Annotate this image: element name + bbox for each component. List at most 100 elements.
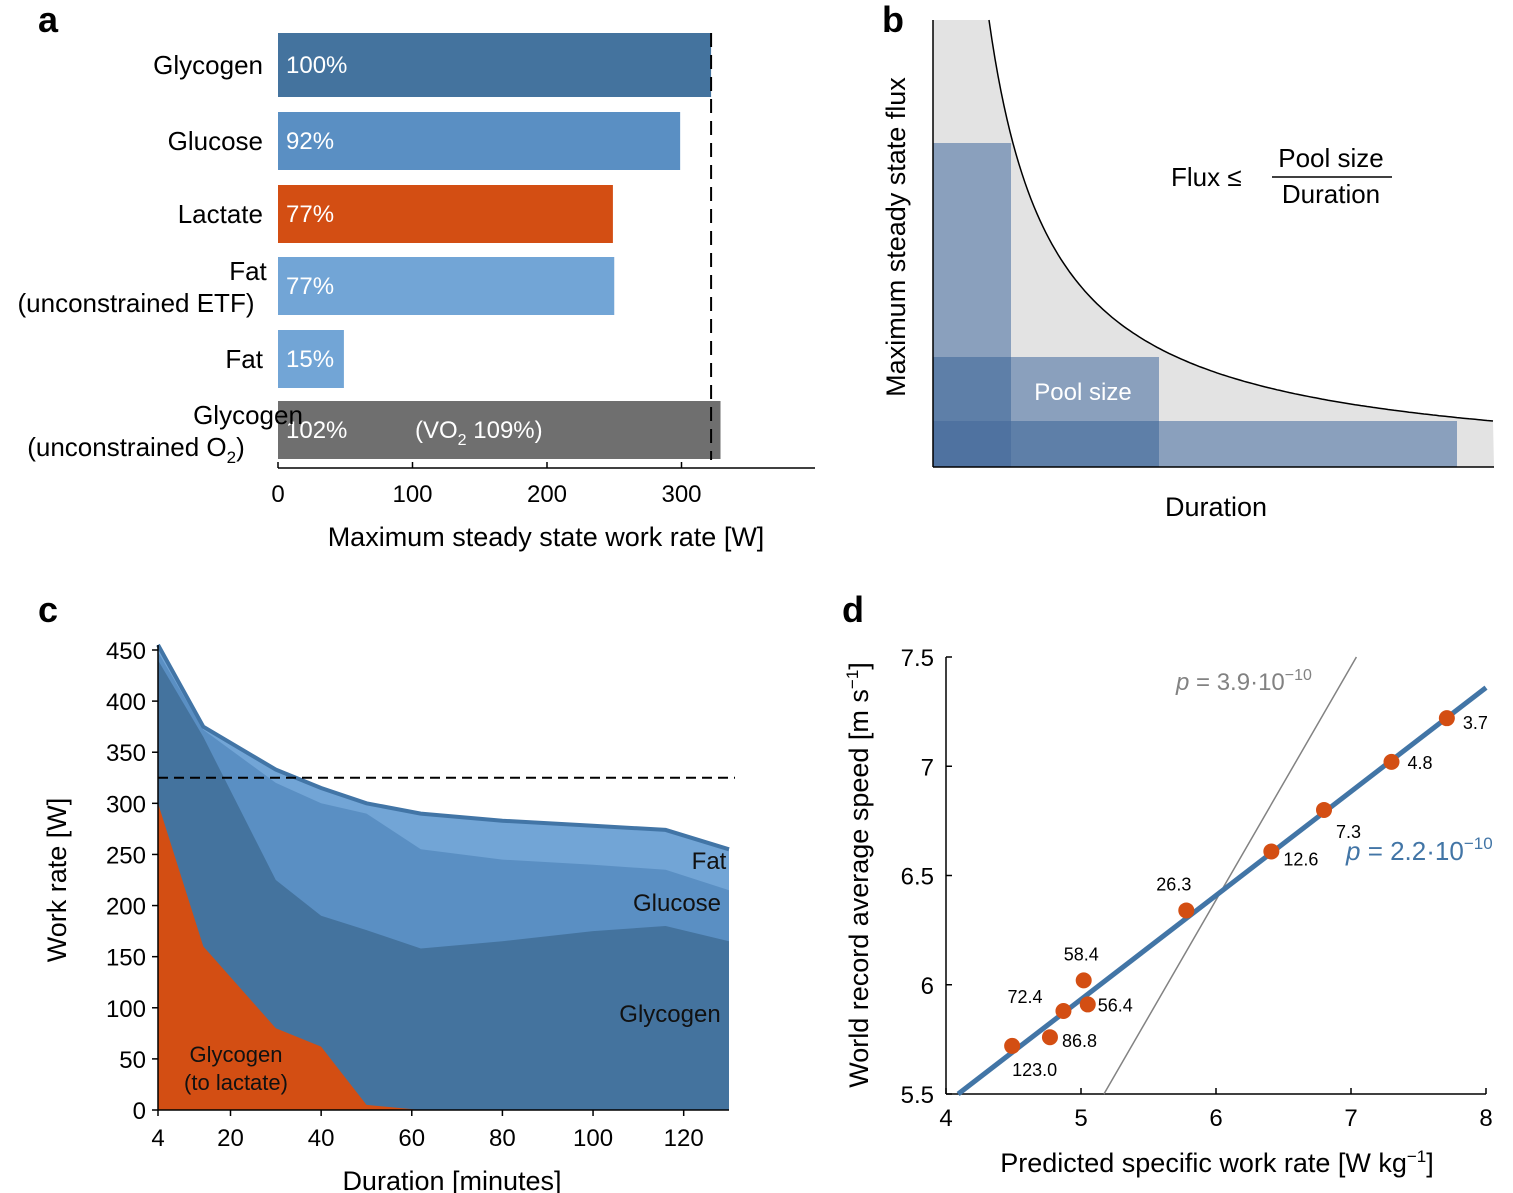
scatter-point-0 — [1004, 1037, 1021, 1054]
panel-d-lines — [956, 656, 1488, 1096]
panel-c-xtick-label-120: 120 — [664, 1125, 704, 1152]
scatter-point-label-9: 3.7 — [1463, 713, 1488, 733]
panel-a-xtick-label-200: 200 — [527, 481, 567, 508]
panel-a-xtick-label-300: 300 — [661, 481, 701, 508]
scatter-point-3 — [1075, 972, 1092, 989]
bar-3 — [278, 257, 615, 315]
panel-d-ytick-label-6.5: 6.5 — [901, 864, 934, 891]
panel-c-xtick-label-80: 80 — [489, 1125, 516, 1152]
scatter-point-label-2: 72.4 — [1007, 987, 1042, 1007]
panel-a-xlabel: Maximum steady state work rate [W] — [328, 522, 765, 552]
panel-c-ytick-label-450: 450 — [106, 638, 146, 665]
bar-percent-label-2: 77% — [286, 201, 334, 228]
panel-c-ytick-label-250: 250 — [106, 842, 146, 869]
panel-d-p-fit: p = 2.2·10−10 — [1345, 834, 1493, 866]
panel-d-xtick-label-7: 7 — [1344, 1105, 1357, 1132]
panel-c-ytick-label-350: 350 — [106, 740, 146, 767]
scatter-point-label-1: 86.8 — [1062, 1031, 1097, 1051]
panel-b-curve — [988, 19, 1494, 422]
bar-5 — [278, 401, 721, 459]
panel-d-ytick-label-7.5: 7.5 — [901, 645, 934, 672]
bar-percent-label-1: 92% — [286, 128, 334, 155]
panel-c-label-fat: Fat — [692, 848, 727, 875]
panel-b-formula-numerator: Pool size — [1278, 143, 1384, 173]
scatter-point-label-7: 7.3 — [1336, 822, 1361, 842]
panel-d-ytick-label-7: 7 — [921, 754, 934, 781]
panel-b-pool-rect-mid-top — [1011, 357, 1159, 421]
scatter-point-label-4: 56.4 — [1098, 995, 1133, 1015]
panel-b-letter: b — [882, 0, 904, 40]
panel-b-xlabel: Duration — [1165, 492, 1267, 522]
panel-a-bars: 100% 92% 77% 77% 15% 102% (VO2 109%) — [278, 33, 721, 459]
panel-d-letter: d — [842, 589, 864, 630]
panel-c-ytick-label-200: 200 — [106, 894, 146, 921]
bar-4 — [278, 330, 344, 388]
area-glycogen-to-lactate- — [158, 803, 729, 1110]
panel-b-under-curve-area — [933, 20, 1494, 467]
scatter-point-6 — [1263, 843, 1280, 860]
category-label-2: Lactate — [178, 199, 263, 229]
panel-d-ylabel: World record average speed [m s−1] — [843, 662, 874, 1088]
panel-b-pool-label: Pool size — [1034, 379, 1131, 406]
panel-d: d 4 5 6 7 8 5.5 6 6.5 7 7.5 123.086.8 72.4 58.4 56.4… — [842, 589, 1493, 1178]
area-glycogen — [158, 660, 729, 1110]
panel-c: c 4 20 40 60 80 100 120 0 50 100 150 200 250 300 350 40… — [38, 589, 735, 1193]
panel-d-xlabel: Predicted specific work rate [W kg−1] — [1000, 1147, 1434, 1178]
scatter-point-4 — [1079, 996, 1096, 1013]
scatter-point-label-0: 123.0 — [1012, 1060, 1057, 1080]
panel-c-xtick-label-100: 100 — [573, 1125, 613, 1152]
panel-d-ytick-label-6: 6 — [921, 973, 934, 1000]
scatter-point-7 — [1316, 801, 1332, 818]
panel-b-formula-lhs: Flux ≤ — [1171, 162, 1242, 192]
panel-a-categories: GlycogenGlucoseLactateFat(unconstrained … — [18, 50, 303, 467]
category-label-5-line1: Glycogen — [193, 400, 303, 430]
panel-b-pool-rect-overlap-core — [933, 421, 1011, 467]
panel-a-xtick-label-100: 100 — [392, 481, 432, 508]
panel-c-ylabel: Work rate [W] — [42, 798, 72, 963]
panel-c-xlabel: Duration [minutes] — [342, 1166, 561, 1193]
panel-b-formula-denominator: Duration — [1282, 179, 1380, 209]
panel-a-x-axis: 0 100 200 300 — [271, 33, 815, 508]
panel-c-axes: 4 20 40 60 80 100 120 0 50 100 150 200 250 300 350 400 4… — [106, 638, 729, 1152]
scatter-point-2 — [1055, 1002, 1072, 1019]
scatter-point-label-6: 12.6 — [1283, 849, 1318, 869]
panel-c-xtick-label-60: 60 — [398, 1125, 425, 1152]
bar-vo2-label: (VO2 109%) — [415, 417, 543, 449]
panel-d-xtick-label-4: 4 — [939, 1105, 952, 1132]
panel-c-areas — [156, 643, 735, 1110]
panel-c-label-lactate-line1: Glycogen — [190, 1042, 283, 1067]
panel-d-points: 123.086.8 72.4 58.4 56.4 26.3 12.6 7.3 4.8 3.7 — [1004, 710, 1488, 1080]
total-envelope-line — [156, 643, 730, 852]
scatter-point-8 — [1383, 753, 1400, 770]
bar-0 — [278, 33, 712, 97]
bar-percent-label-5: 102% — [286, 417, 347, 444]
scatter-point-1 — [1041, 1029, 1058, 1046]
category-label-4: Fat — [225, 344, 263, 374]
panel-b-pool-rect-overlap-left — [933, 357, 1011, 421]
panel-c-ytick-label-0: 0 — [133, 1098, 146, 1125]
panel-c-ytick-label-300: 300 — [106, 791, 146, 818]
panel-c-label-lactate-line2: (to lactate) — [184, 1070, 288, 1095]
panel-d-p-gray: p = 3.9·10−10 — [1175, 667, 1312, 696]
bar-1 — [278, 112, 681, 170]
category-label-5-line2: (unconstrained O2) — [27, 432, 245, 467]
panel-c-letter: c — [38, 589, 58, 630]
panel-c-ytick-label-50: 50 — [119, 1047, 146, 1074]
panel-c-xtick-label-4: 4 — [151, 1125, 164, 1152]
panel-c-xtick-label-20: 20 — [217, 1125, 244, 1152]
panel-c-label-glucose: Glucose — [633, 890, 721, 917]
category-label-3-line1: Fat — [229, 256, 267, 286]
panel-d-xtick-label-8: 8 — [1479, 1105, 1492, 1132]
panel-a: a 100% 92% 77% 77% 15% 102% (VO2 109%) Glycoge… — [18, 0, 815, 552]
scatter-point-5 — [1178, 902, 1195, 919]
panel-c-xtick-label-40: 40 — [308, 1125, 335, 1152]
bar-percent-label-3: 77% — [286, 273, 334, 300]
scatter-point-label-5: 26.3 — [1156, 874, 1191, 894]
panel-b-ylabel: Maximum steady state flux — [881, 77, 911, 397]
panel-c-label-glycogen: Glycogen — [619, 1001, 720, 1028]
bar-percent-label-4: 15% — [286, 346, 334, 373]
panel-d-gray-line — [1103, 656, 1358, 1095]
category-label-0: Glycogen — [153, 50, 263, 80]
panel-b: b Pool size Flux ≤ Pool size Duration Du… — [881, 0, 1494, 522]
